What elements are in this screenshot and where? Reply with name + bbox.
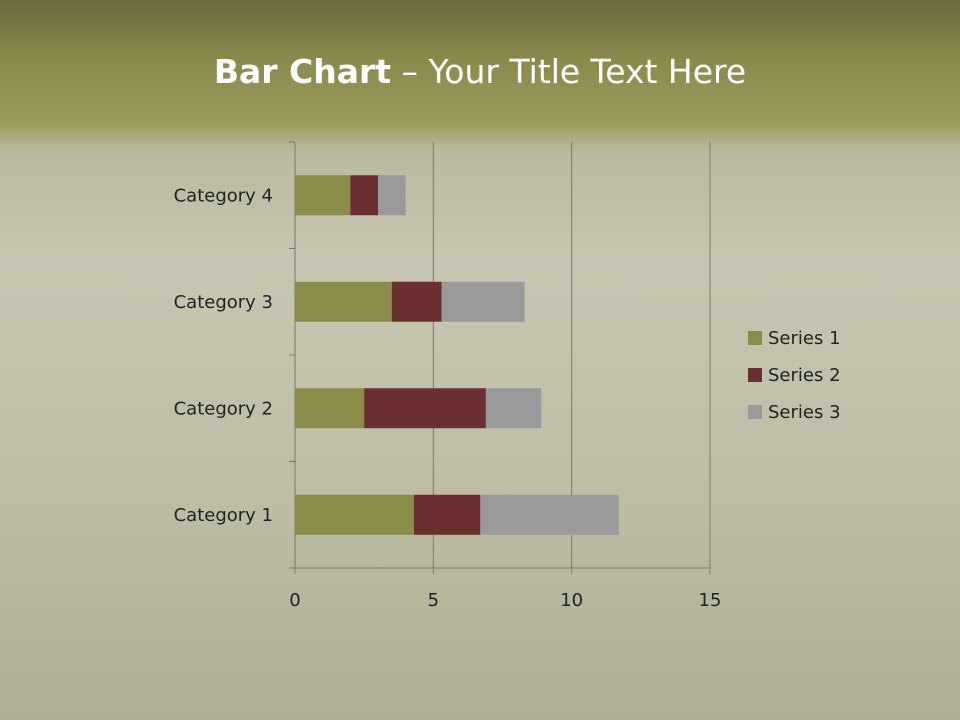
category-label: Category 4: [174, 185, 273, 206]
category-label: Category 3: [174, 292, 273, 313]
bar-series-2: [350, 175, 378, 216]
x-tick-label: 10: [560, 590, 583, 611]
bar-series-1: [295, 388, 365, 429]
category-label: Category 2: [174, 398, 273, 419]
bar-series-1: [295, 494, 414, 535]
legend-label: Series 2: [768, 365, 841, 386]
x-tick-label: 15: [699, 590, 722, 611]
x-tick-label: 5: [428, 590, 439, 611]
legend-label: Series 1: [768, 328, 841, 349]
bar-series-3: [480, 494, 619, 535]
title-bold: Bar Chart: [213, 52, 392, 91]
bar-series-3: [441, 281, 525, 322]
bar-series-2: [364, 388, 486, 429]
legend-swatch: [748, 405, 762, 419]
bar-series-1: [295, 281, 392, 322]
x-tick-label: 0: [289, 590, 300, 611]
bar-series-2: [391, 281, 442, 322]
bar-series-3: [378, 175, 406, 216]
title-rest: – Your Title Text Here: [391, 52, 747, 91]
legend-swatch: [748, 368, 762, 382]
bar-series-2: [413, 494, 481, 535]
legend-label: Series 3: [768, 402, 841, 423]
slide-title: Bar Chart – Your Title Text Here: [0, 52, 960, 91]
category-label: Category 1: [174, 505, 273, 526]
legend-swatch: [748, 331, 762, 345]
bar-series-1: [295, 175, 351, 216]
bar-series-3: [485, 388, 542, 429]
